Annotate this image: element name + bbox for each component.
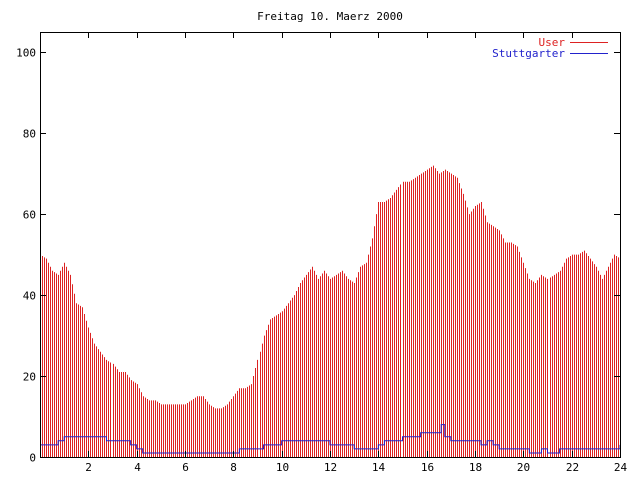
y-tick-label: 20 (23, 371, 36, 384)
x-tick-label: 22 (566, 461, 579, 474)
y-tick-label: 60 (23, 209, 36, 222)
x-tick-label: 8 (230, 461, 237, 474)
x-tick-label: 16 (421, 461, 434, 474)
y-tick-label: 100 (16, 47, 36, 60)
x-tick-label: 18 (469, 461, 482, 474)
legend-label-user: User (539, 36, 566, 49)
stuttgarter-line (40, 424, 621, 454)
y-tick-label: 80 (23, 128, 36, 141)
user-series (40, 165, 621, 457)
legend-label-stuttgarter: Stuttgarter (492, 47, 565, 60)
y-tick-label: 40 (23, 290, 36, 303)
x-tick-label: 4 (134, 461, 141, 474)
legend: User Stuttgarter (492, 36, 608, 60)
x-tick-label: 24 (614, 461, 628, 474)
chart-title: Freitag 10. Maerz 2000 (257, 10, 403, 23)
x-tick-label: 14 (372, 461, 386, 474)
stuttgarter-series (40, 424, 621, 454)
x-tick-label: 2 (85, 461, 92, 474)
x-tick-label: 10 (276, 461, 289, 474)
x-tick-label: 6 (182, 461, 189, 474)
x-tick-label: 12 (324, 461, 337, 474)
x-tick-label: 20 (517, 461, 530, 474)
y-tick-label: 0 (29, 452, 36, 465)
